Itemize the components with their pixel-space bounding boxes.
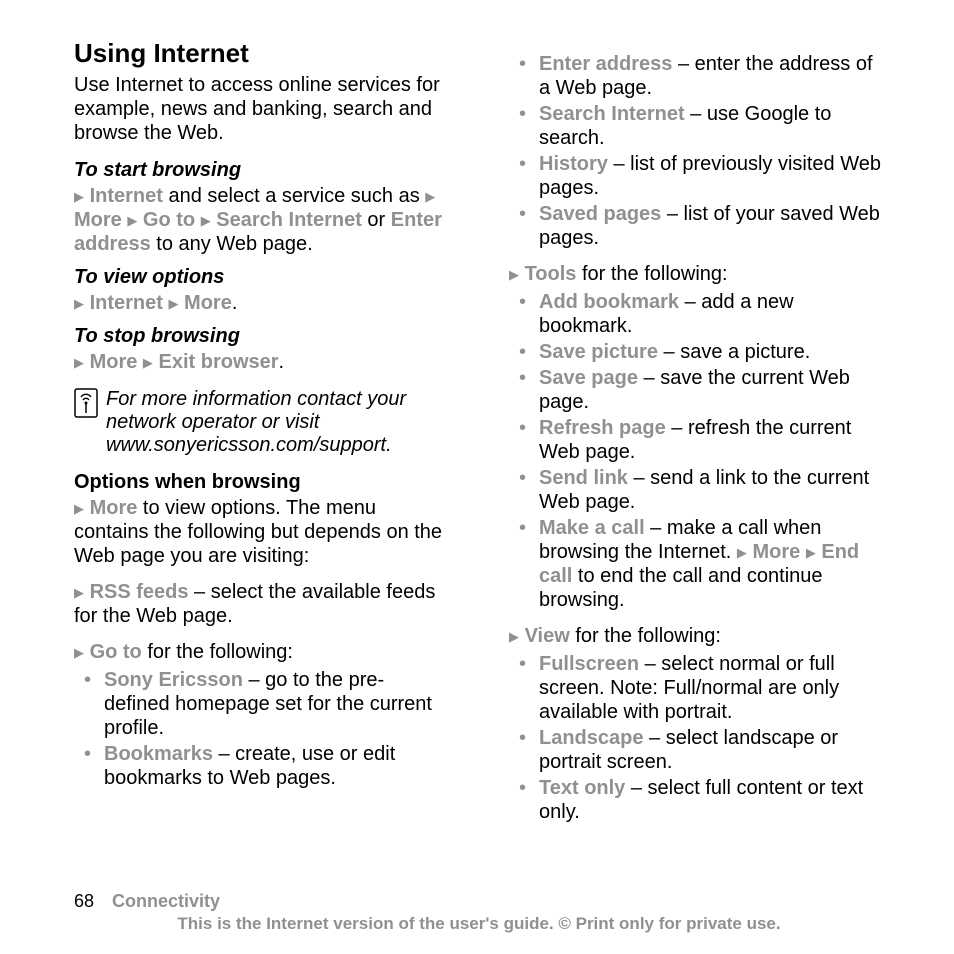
arrow-icon: ▶ — [168, 296, 178, 311]
view-lead: ▶ View for the following: — [509, 624, 884, 648]
arrow-icon: ▶ — [201, 213, 211, 228]
list-item: Make a call – make a call when browsing … — [509, 516, 884, 612]
arrow-icon: ▶ — [74, 189, 84, 204]
list-item: Bookmarks – create, use or edit bookmark… — [74, 742, 449, 790]
goto-lead: ▶ Go to for the following: — [74, 640, 449, 664]
list-item: Save page – save the current Web page. — [509, 366, 884, 414]
arrow-icon: ▶ — [425, 189, 435, 204]
antenna-icon — [74, 388, 98, 418]
arrow-icon: ▶ — [127, 213, 137, 228]
arrow-icon: ▶ — [143, 355, 153, 370]
page-number: 68 — [74, 891, 94, 911]
goto-list-part1: Sony Ericsson – go to the pre-defined ho… — [74, 668, 449, 790]
goto-list-part2: Enter address – enter the address of a W… — [509, 52, 884, 250]
list-item: Fullscreen – select normal or full scree… — [509, 652, 884, 724]
note-block: For more information contact your networ… — [74, 388, 449, 457]
list-item: Send link – send a link to the current W… — [509, 466, 884, 514]
list-item: Landscape – select landscape or portrait… — [509, 726, 884, 774]
options-browsing-body: ▶ More to view options. The menu contain… — [74, 496, 449, 568]
heading-start-browsing: To start browsing — [74, 159, 449, 182]
arrow-icon: ▶ — [74, 585, 84, 600]
heading-options-browsing: Options when browsing — [74, 471, 449, 494]
arrow-icon: ▶ — [509, 267, 519, 282]
intro-text: Use Internet to access online services f… — [74, 73, 449, 145]
right-column: Enter address – enter the address of a W… — [509, 38, 884, 830]
list-item: History – list of previously visited Web… — [509, 152, 884, 200]
view-list: Fullscreen – select normal or full scree… — [509, 652, 884, 824]
heading-view-options: To view options — [74, 266, 449, 289]
rss-feeds-item: ▶ RSS feeds – select the available feeds… — [74, 580, 449, 628]
page-footer: 68 Connectivity This is the Internet vers… — [74, 891, 884, 934]
section-name: Connectivity — [112, 891, 220, 911]
arrow-icon: ▶ — [74, 501, 84, 516]
list-item: Text only – select full content or text … — [509, 776, 884, 824]
arrow-icon: ▶ — [737, 545, 747, 560]
heading-stop-browsing: To stop browsing — [74, 325, 449, 348]
footer-notice: This is the Internet version of the user… — [74, 914, 884, 934]
stop-browsing-body: ▶ More ▶ Exit browser. — [74, 350, 449, 374]
start-browsing-body: ▶ Internet and select a service such as … — [74, 184, 449, 256]
arrow-icon: ▶ — [74, 296, 84, 311]
arrow-icon: ▶ — [74, 645, 84, 660]
list-item: Save picture – save a picture. — [509, 340, 884, 364]
list-item: Add bookmark – add a new bookmark. — [509, 290, 884, 338]
list-item: Enter address – enter the address of a W… — [509, 52, 884, 100]
list-item: Search Internet – use Google to search. — [509, 102, 884, 150]
list-item: Saved pages – list of your saved Web pag… — [509, 202, 884, 250]
list-item: Refresh page – refresh the current Web p… — [509, 416, 884, 464]
page-content: Using Internet Use Internet to access on… — [0, 0, 954, 830]
page-title: Using Internet — [74, 38, 449, 69]
two-column-layout: Using Internet Use Internet to access on… — [74, 38, 884, 830]
left-column: Using Internet Use Internet to access on… — [74, 38, 449, 830]
tools-lead: ▶ Tools for the following: — [509, 262, 884, 286]
arrow-icon: ▶ — [74, 355, 84, 370]
footer-page-info: 68 Connectivity — [74, 891, 884, 912]
tools-list: Add bookmark – add a new bookmark. Save … — [509, 290, 884, 612]
list-item: Sony Ericsson – go to the pre-defined ho… — [74, 668, 449, 740]
arrow-icon: ▶ — [509, 629, 519, 644]
note-text: For more information contact your networ… — [106, 388, 449, 457]
view-options-body: ▶ Internet ▶ More. — [74, 291, 449, 315]
arrow-icon: ▶ — [806, 545, 816, 560]
